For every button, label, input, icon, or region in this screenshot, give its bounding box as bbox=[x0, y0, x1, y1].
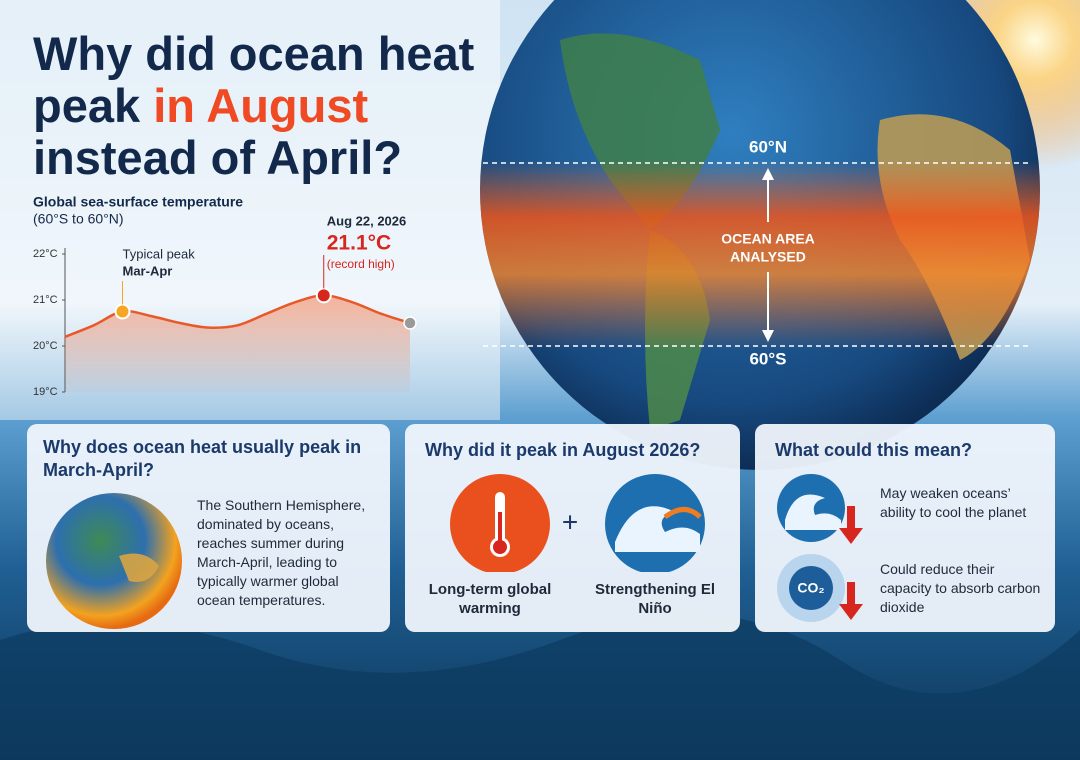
y-tick-label: 22°C bbox=[33, 248, 58, 260]
label-area: ANALYSED bbox=[730, 249, 806, 265]
panel-title: Why did it peak in August 2026? bbox=[425, 440, 701, 460]
title-part: peak bbox=[33, 79, 154, 132]
annotation-detail: Mar-Apr bbox=[123, 263, 173, 278]
chart: Global sea-surface temperature (60°S to … bbox=[33, 194, 417, 398]
y-tick-label: 21°C bbox=[33, 294, 58, 306]
panel-title: What could this mean? bbox=[775, 440, 973, 460]
warm-band bbox=[480, 160, 1040, 350]
icons: + bbox=[450, 474, 705, 572]
title: Why did ocean heat bbox=[33, 27, 475, 80]
label-area: OCEAN AREA bbox=[721, 231, 815, 247]
label-south: 60°S bbox=[749, 349, 786, 368]
annotation-detail: (record high) bbox=[327, 257, 395, 271]
panel: Why did it peak in August 2026? + Long-t… bbox=[405, 424, 740, 632]
area bbox=[65, 295, 410, 392]
annotation-value: 21.1°C bbox=[327, 232, 391, 255]
panel-text: The Southern Hemisphere, dominated by oc… bbox=[197, 497, 366, 608]
panel-title: Why does ocean heat usually peak in Marc… bbox=[43, 437, 362, 480]
item-label: Long-term global warming bbox=[428, 581, 552, 617]
marker bbox=[315, 287, 332, 304]
svg-text:+: + bbox=[562, 506, 578, 537]
globe-icon bbox=[46, 493, 182, 629]
y-tick-label: 19°C bbox=[33, 386, 58, 398]
arrow-head bbox=[762, 330, 774, 342]
title: instead of April? bbox=[33, 131, 403, 184]
end-marker bbox=[403, 316, 417, 330]
annotation: Aug 22, 2026 bbox=[327, 213, 407, 228]
title-highlight: in August bbox=[153, 79, 369, 132]
chart-title: Global sea-surface temperature bbox=[33, 194, 243, 210]
title: peak in August bbox=[33, 80, 368, 132]
icon-label: CO₂ bbox=[797, 580, 824, 596]
item-text: Could reduce their capacity to absorb ca… bbox=[880, 561, 1041, 615]
waves bbox=[0, 614, 1080, 760]
icons: CO₂ bbox=[777, 474, 863, 622]
arrow-head bbox=[762, 168, 774, 180]
panel: Why does ocean heat usually peak in Marc… bbox=[27, 424, 390, 632]
panel: What could this mean? CO₂ May weaken oce… bbox=[755, 424, 1055, 632]
label-north: 60°N bbox=[749, 137, 787, 156]
item-label: Strengthening El Niño bbox=[595, 581, 715, 617]
annotation: Typical peak bbox=[123, 246, 196, 261]
marker bbox=[114, 303, 131, 320]
item-text: May weaken oceans’ ability to cool the p… bbox=[880, 485, 1027, 520]
chart-subtitle: (60°S to 60°N) bbox=[33, 211, 124, 227]
y-tick-label: 20°C bbox=[33, 340, 58, 352]
